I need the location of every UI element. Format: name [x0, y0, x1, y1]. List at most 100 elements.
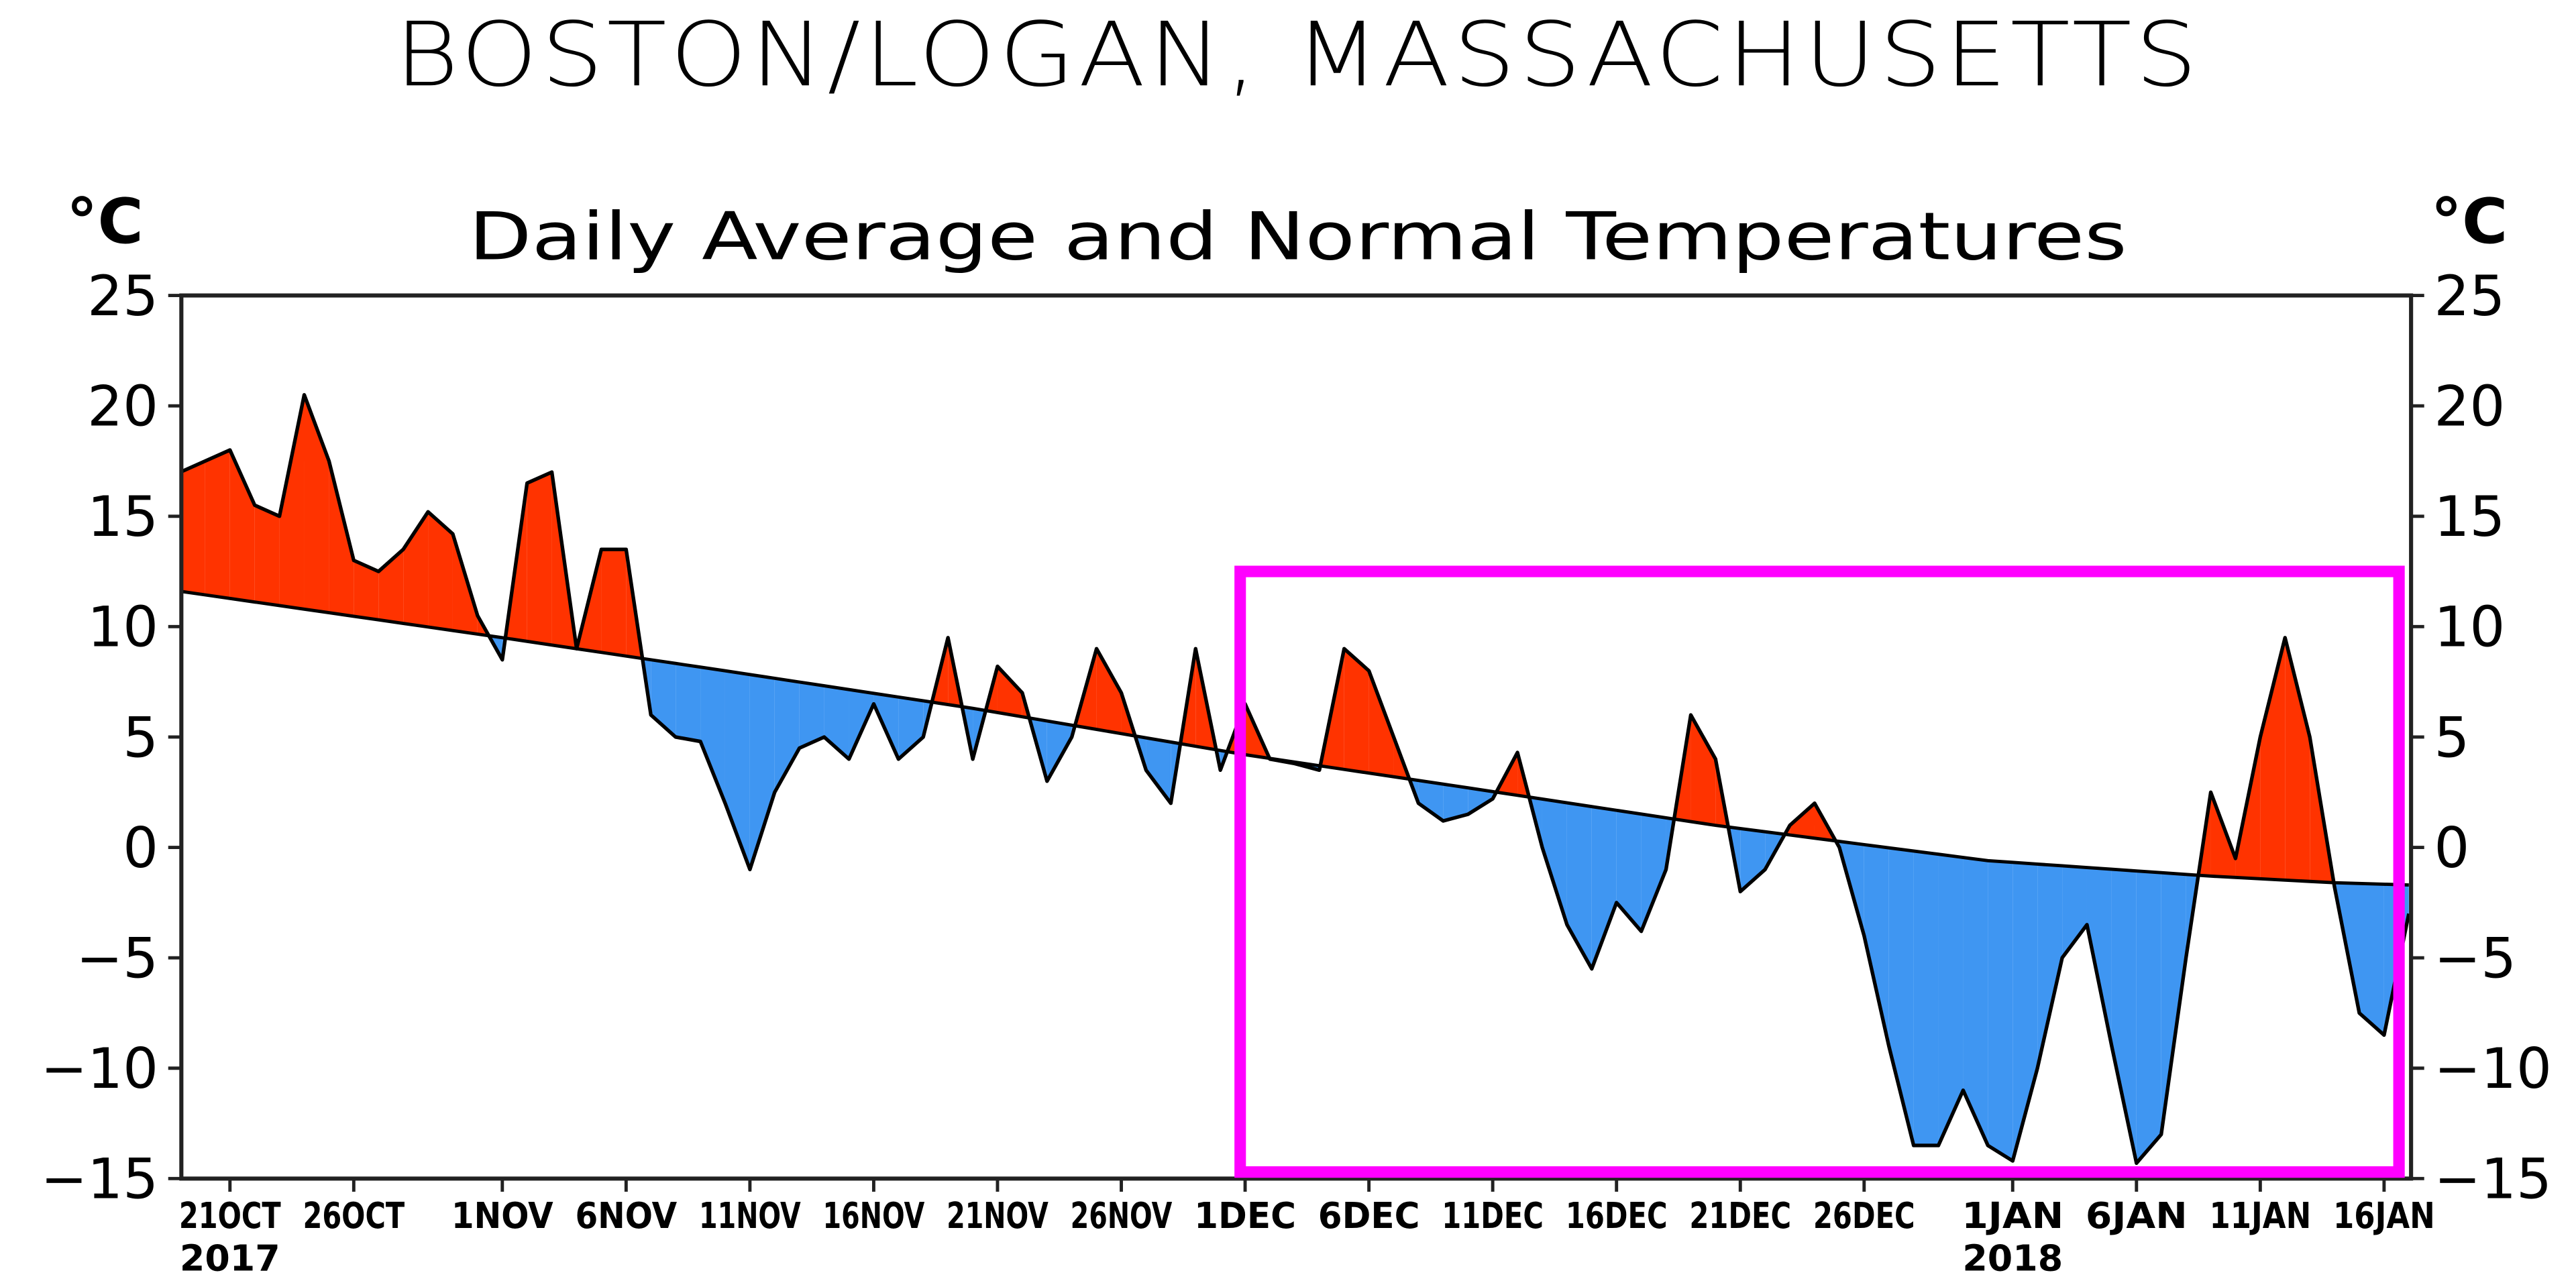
above-normal-fill	[1344, 649, 1369, 773]
y-tick-label-left: 0	[123, 816, 158, 881]
x-tick-label: 16JAN	[2333, 1194, 2435, 1237]
x-tick-label: 1JAN	[1962, 1194, 2063, 1237]
below-normal-fill	[799, 681, 824, 748]
below-normal-fill	[700, 667, 725, 803]
y-tick-label-right: −5	[2434, 926, 2516, 991]
above-normal-fill	[254, 505, 280, 606]
x-tick-label: 26NOV	[1071, 1194, 1173, 1237]
y-tick-label-left: −5	[76, 926, 158, 991]
below-normal-fill	[2136, 871, 2161, 1164]
highlight-box	[1234, 565, 2405, 1178]
daily-average-line	[179, 393, 2411, 1166]
below-normal-fill	[1418, 780, 1444, 822]
x-tick-label: 26DEC	[1813, 1194, 1915, 1237]
y-tick-label-right: −15	[2434, 1147, 2552, 1212]
below-normal-fill	[2086, 867, 2112, 1046]
x-tick-label: 6DEC	[1318, 1194, 1420, 1237]
above-normal-fill	[329, 461, 354, 616]
above-normal-fill	[354, 560, 379, 620]
y-tick-label-right: −10	[2434, 1036, 2552, 1101]
x-tick-label: 21DEC	[1689, 1194, 1791, 1237]
above-normal-fill	[1368, 671, 1394, 777]
below-normal-fill	[1566, 803, 1592, 969]
x-tick-label: 11JAN	[2209, 1194, 2311, 1237]
below-normal-fill	[1988, 860, 2013, 1162]
below-normal-fill	[1468, 787, 1493, 815]
y-tick-label-left: 10	[87, 595, 158, 660]
above-normal-fill	[477, 615, 489, 636]
above-normal-fill	[997, 666, 1022, 717]
below-normal-fill	[2359, 883, 2384, 1036]
below-normal-fill	[2037, 864, 2063, 1068]
y-tick-label-right: 25	[2434, 264, 2505, 329]
x-tick-label: 16DEC	[1566, 1194, 1668, 1237]
y-tick-label-left: −10	[40, 1036, 158, 1101]
y-tick-label-left: −15	[40, 1147, 158, 1212]
y-tick-label-left: 25	[87, 264, 158, 329]
below-normal-fill	[749, 674, 775, 870]
below-normal-fill	[774, 678, 800, 793]
x-tick-label: 21NOV	[947, 1194, 1049, 1237]
x-year-label: 2018	[1962, 1237, 2063, 1279]
highlight-box-rect	[1234, 565, 2405, 1178]
above-normal-fill	[601, 549, 627, 657]
below-normal-fill	[898, 697, 924, 759]
above-normal-fill	[1096, 649, 1122, 734]
x-tick-label: 1NOV	[451, 1194, 553, 1237]
anomaly-fills	[180, 394, 2409, 1164]
above-normal-fill	[2260, 637, 2286, 881]
above-normal-fill	[2285, 637, 2310, 882]
below-normal-fill	[1616, 810, 1642, 932]
x-tick-label: 6JAN	[2086, 1194, 2188, 1237]
below-normal-fill	[1864, 844, 1889, 1046]
below-normal-fill	[1913, 850, 1939, 1145]
below-normal-fill	[676, 663, 701, 742]
y-tick-label-right: 10	[2434, 595, 2505, 660]
below-normal-fill	[1641, 814, 1666, 932]
y-tick-label-right: 15	[2434, 484, 2505, 549]
below-normal-fill	[2062, 865, 2087, 958]
x-tick-label: 21OCT	[179, 1194, 281, 1237]
below-normal-fill	[1938, 854, 1964, 1145]
y-tick-label-right: 0	[2434, 816, 2469, 881]
above-normal-fill	[428, 512, 453, 631]
x-tick-label: 11DEC	[1442, 1194, 1544, 1237]
series-lines	[179, 393, 2411, 1166]
above-normal-fill	[229, 450, 255, 602]
normal-line	[180, 590, 2409, 887]
below-normal-fill	[1888, 848, 1914, 1145]
y-tick-label-left: 20	[87, 374, 158, 439]
x-tick-label: 6NOV	[575, 1194, 677, 1237]
below-normal-fill	[724, 671, 750, 870]
below-normal-fill	[1046, 721, 1072, 781]
below-normal-fill	[1740, 828, 1766, 892]
below-normal-fill	[2161, 873, 2186, 1135]
x-tick-label: 1DEC	[1194, 1194, 1296, 1237]
y-tick-label-right: 20	[2434, 374, 2505, 439]
above-normal-fill	[1690, 715, 1716, 826]
above-normal-fill	[1790, 803, 1815, 838]
x-tick-label: 16NOV	[823, 1194, 925, 1237]
y-tick-label-right: 5	[2434, 705, 2469, 770]
y-tick-label-left: 15	[87, 484, 158, 549]
below-normal-fill	[1591, 806, 1617, 969]
below-normal-fill	[1443, 784, 1468, 822]
x-tick-label: 26OCT	[303, 1194, 405, 1237]
y-tick-label-left: 5	[123, 705, 158, 770]
y-axis-label-right: °C	[2431, 185, 2508, 258]
below-normal-fill	[2111, 869, 2137, 1164]
above-normal-fill	[205, 450, 230, 599]
x-year-label: 2017	[180, 1237, 280, 1279]
chart-subtitle: Daily Average and Normal Temperatures	[469, 199, 2127, 276]
x-tick-label: 11NOV	[699, 1194, 801, 1237]
y-axis-label-left: °C	[66, 185, 144, 258]
plot-frame	[179, 293, 2414, 1181]
below-normal-fill	[1542, 799, 1567, 925]
above-normal-fill	[527, 471, 552, 645]
above-normal-fill	[180, 461, 205, 596]
above-normal-fill	[279, 394, 305, 610]
below-normal-fill	[651, 659, 676, 737]
below-normal-fill	[1146, 738, 1171, 803]
